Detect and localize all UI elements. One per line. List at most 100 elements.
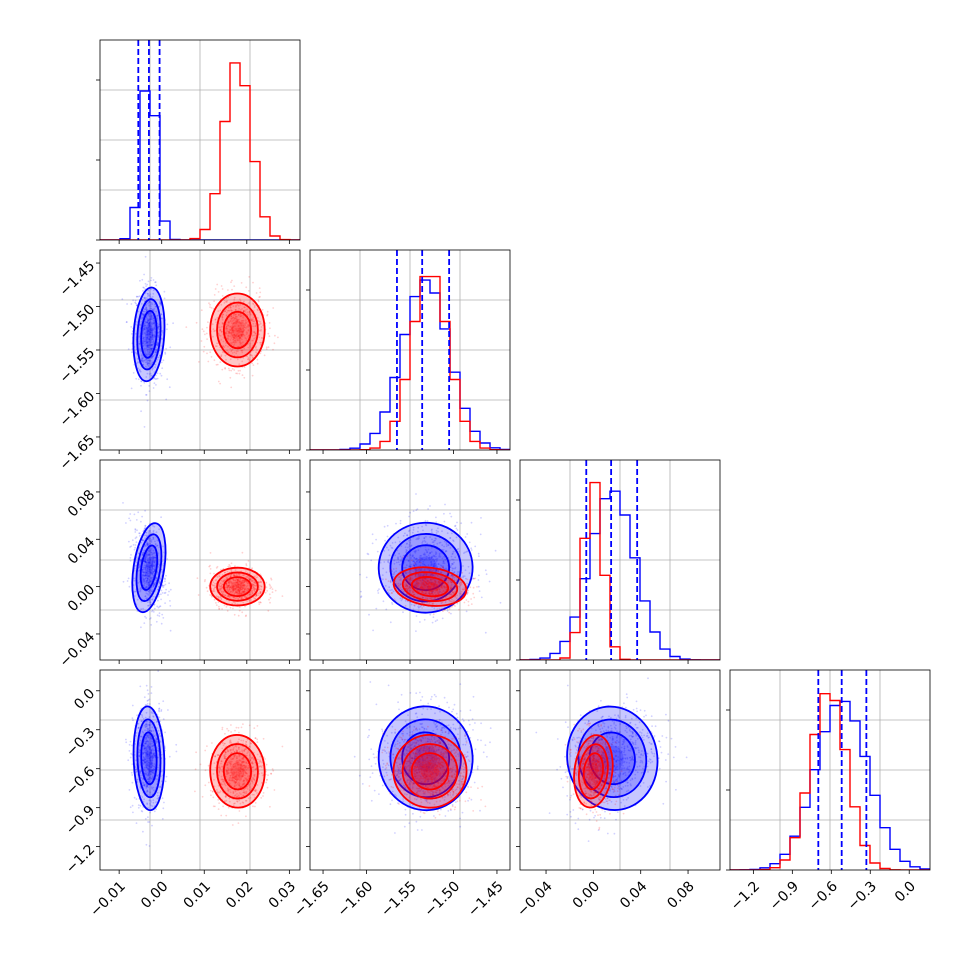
sample-point	[236, 320, 239, 323]
sample-point	[150, 314, 153, 317]
sample-point	[234, 574, 236, 577]
sample-point	[229, 586, 232, 589]
sample-point	[259, 601, 262, 604]
sample-point	[219, 361, 222, 363]
sample-point	[146, 337, 149, 340]
sample-point	[140, 354, 143, 357]
sample-point	[407, 560, 410, 562]
sample-point	[479, 533, 482, 536]
sample-point	[446, 609, 449, 612]
sample-point	[146, 535, 149, 537]
sample-point	[238, 591, 241, 594]
sample-point	[450, 587, 452, 590]
sample-point	[426, 585, 429, 588]
sample-point	[143, 560, 146, 562]
sample-point	[144, 574, 147, 576]
sample-point	[148, 348, 151, 351]
sample-point	[228, 580, 231, 583]
sample-point	[237, 584, 240, 587]
sample-point	[220, 354, 223, 356]
sample-point	[149, 564, 152, 567]
sample-point	[434, 564, 436, 567]
sample-point	[230, 369, 233, 372]
sample-point	[163, 297, 166, 300]
sample-point	[427, 548, 430, 551]
sample-point	[139, 804, 142, 807]
sample-point	[226, 595, 229, 598]
sample-point	[241, 331, 244, 334]
sample-point	[260, 326, 263, 328]
sample-point	[143, 273, 146, 276]
sample-point	[151, 567, 154, 569]
sample-point	[164, 578, 167, 581]
sample-point	[153, 569, 156, 572]
sample-point	[406, 577, 409, 580]
sample-point	[223, 302, 226, 304]
sample-point	[232, 316, 235, 319]
sample-point	[158, 707, 161, 710]
sample-point	[132, 299, 135, 302]
sample-point	[406, 549, 408, 552]
sample-point	[127, 540, 130, 543]
sample-point	[240, 582, 242, 584]
sample-point	[150, 564, 153, 567]
sample-point	[425, 558, 428, 560]
sample-point	[154, 351, 157, 354]
sample-point	[156, 372, 159, 375]
sample-point	[132, 811, 134, 814]
sample-point	[261, 337, 264, 339]
sample-point	[135, 536, 138, 539]
sample-point	[243, 590, 246, 592]
sample-point	[152, 310, 155, 312]
sample-point	[152, 387, 155, 389]
sample-point	[146, 328, 149, 330]
sample-point	[169, 629, 172, 632]
sample-point	[136, 714, 139, 717]
sample-point	[419, 559, 422, 562]
sample-point	[152, 329, 155, 331]
sample-point	[359, 573, 361, 576]
sample-point	[213, 294, 216, 296]
sample-point	[422, 529, 424, 532]
sample-point	[140, 303, 143, 305]
sample-point	[140, 608, 143, 610]
sample-point	[146, 321, 148, 323]
sample-point	[206, 590, 209, 593]
sample-point	[154, 366, 157, 368]
panel-2-0: −0.040.000.040.08	[57, 459, 301, 671]
sample-point	[214, 345, 217, 348]
sample-point	[232, 588, 235, 591]
sample-point	[135, 295, 138, 298]
sample-point	[232, 590, 235, 593]
sample-point	[143, 622, 146, 624]
sample-point	[259, 352, 262, 355]
sample-point	[154, 363, 157, 366]
sample-point	[215, 602, 217, 604]
sample-point	[231, 586, 234, 589]
sample-point	[248, 325, 250, 327]
sample-point	[238, 338, 241, 341]
sample-point	[139, 369, 141, 372]
sample-point	[223, 579, 225, 582]
sample-point	[242, 322, 245, 325]
sample-point	[360, 595, 363, 598]
sample-point	[259, 592, 261, 595]
sample-point	[418, 568, 421, 570]
sample-point	[240, 330, 242, 333]
sample-point	[416, 558, 419, 560]
sample-point	[236, 586, 239, 589]
sample-point	[148, 553, 151, 555]
sample-point	[164, 580, 166, 583]
sample-point	[229, 586, 232, 588]
sample-point	[243, 595, 246, 598]
sample-point	[150, 305, 152, 308]
sample-point	[240, 322, 242, 325]
sample-point	[155, 344, 158, 346]
sample-point	[233, 317, 236, 319]
sample-point	[240, 330, 243, 332]
sample-point	[412, 608, 415, 611]
sample-point	[260, 341, 263, 344]
sample-point	[219, 382, 222, 385]
sample-point	[240, 584, 243, 587]
sample-point	[417, 530, 419, 533]
